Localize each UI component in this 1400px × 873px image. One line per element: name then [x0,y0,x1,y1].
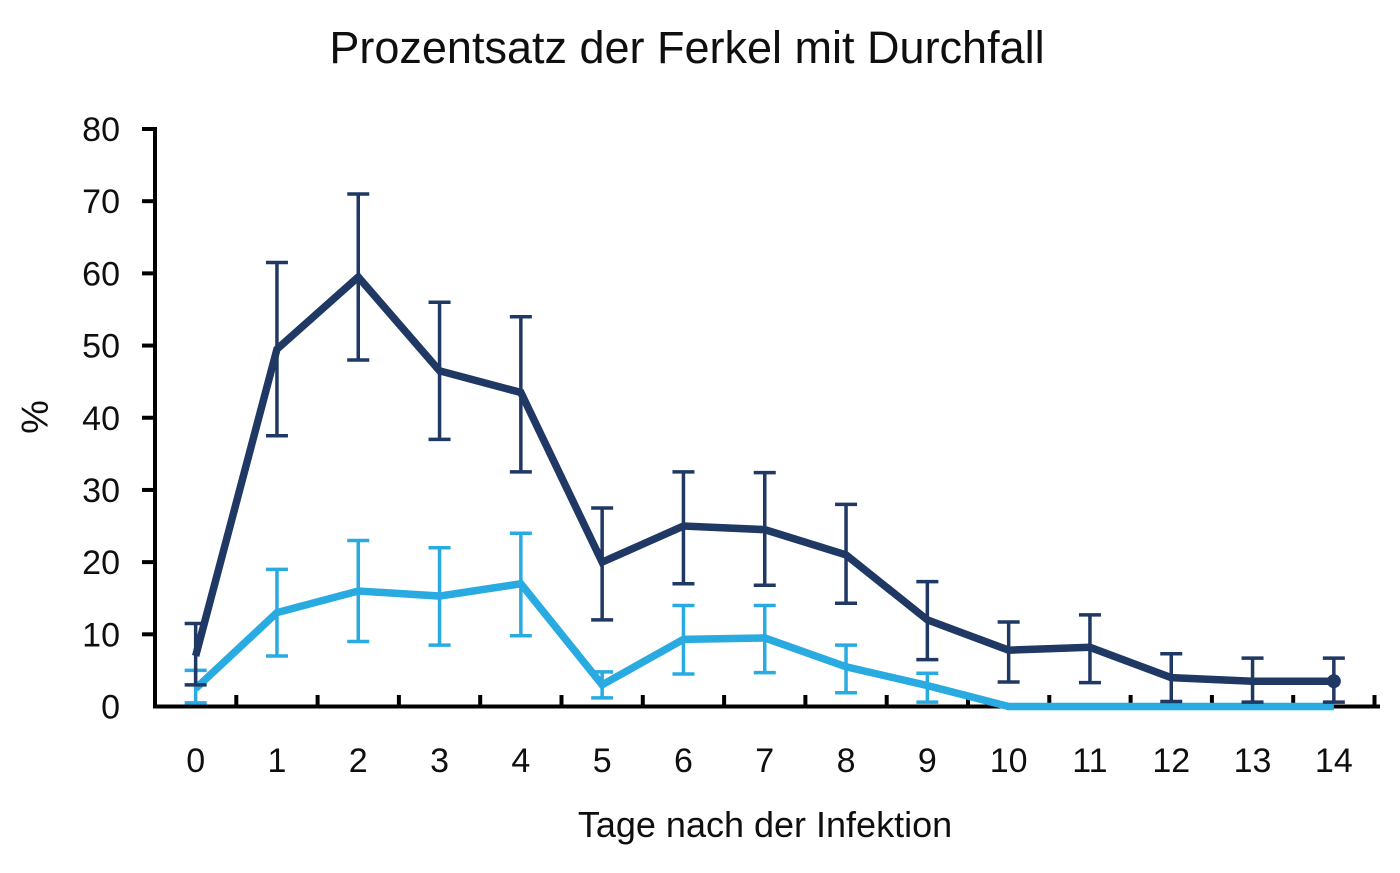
x-tick-label: 14 [1315,742,1353,780]
y-tick-label: 0 [101,689,120,727]
y-tick-label: 10 [82,616,120,654]
dark-blue-series-end-marker [1326,674,1341,689]
y-tick-label: 70 [82,183,120,221]
x-tick-label: 0 [186,742,205,780]
y-tick-label: 60 [82,255,120,293]
y-tick-label: 30 [82,472,120,510]
x-tick-label: 3 [430,742,449,780]
y-tick-label: 50 [82,328,120,366]
x-tick-label: 5 [593,742,612,780]
y-tick-label: 80 [82,111,120,149]
y-tick-label: 20 [82,544,120,582]
chart-title: Prozentsatz der Ferkel mit Durchfall [329,22,1045,73]
x-tick-label: 10 [990,742,1028,780]
x-tick-label: 12 [1152,742,1190,780]
y-tick-label: 40 [82,400,120,438]
x-tick-label: 7 [755,742,774,780]
x-tick-label: 6 [674,742,693,780]
x-tick-label: 13 [1234,742,1272,780]
dark-blue-series-line [192,271,1334,685]
x-tick-label: 1 [267,742,286,780]
x-tick-label: 11 [1072,742,1107,780]
y-axis-title: % [14,400,57,434]
x-tick-label: 8 [837,742,856,780]
x-tick-label: 2 [349,742,368,780]
light-blue-series-line [193,579,1334,711]
x-tick-label: 9 [918,742,937,780]
x-tick-label: 4 [511,742,530,780]
x-axis-title: Tage nach der Infektion [577,804,953,845]
